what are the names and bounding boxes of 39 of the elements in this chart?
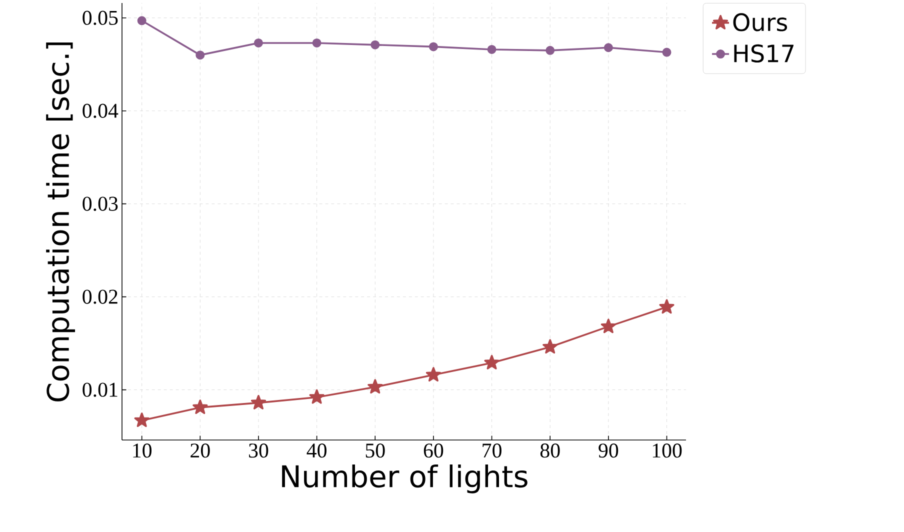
point: [600, 318, 616, 334]
point: [662, 48, 672, 57]
point: [542, 339, 558, 354]
x-tick-label: 60: [424, 444, 444, 458]
point: [196, 50, 205, 60]
x-tick-label: 30: [249, 444, 268, 458]
x-tick-label: 80: [540, 444, 560, 458]
point: [368, 379, 383, 394]
point: [137, 16, 146, 26]
y-tick-label: 0.01: [82, 382, 118, 397]
point: [370, 40, 380, 50]
x-tick-label: 50: [366, 444, 385, 458]
y-tick-label: 0.05: [82, 10, 118, 25]
x-axis-title: Number of lights: [282, 464, 528, 494]
y-tick-label: 0.04: [82, 104, 118, 118]
point: [309, 389, 324, 404]
point: [484, 354, 500, 370]
point: [604, 43, 613, 52]
point: [192, 400, 208, 414]
x-tick-label: 40: [306, 444, 326, 458]
y-tick-label: 0.02: [82, 290, 118, 304]
point: [250, 394, 266, 410]
point: [546, 46, 555, 55]
point: [428, 42, 438, 52]
point: [426, 367, 442, 382]
point: [312, 38, 322, 48]
point: [659, 299, 674, 314]
point: [254, 38, 263, 48]
x-tick-label: 90: [598, 444, 618, 458]
x-tick-label: 70: [482, 444, 502, 458]
x-tick-label: 20: [190, 444, 210, 458]
point: [487, 44, 496, 54]
y-tick-label: 0.03: [82, 196, 118, 211]
x-tick-label: 10: [133, 444, 152, 458]
legend-label: HS17: [734, 44, 794, 63]
point: [134, 412, 150, 428]
y-axis-title: Computation time [sec.]: [46, 42, 76, 402]
legend-label: Ours: [733, 13, 788, 32]
x-tick-label: 100: [652, 444, 682, 458]
